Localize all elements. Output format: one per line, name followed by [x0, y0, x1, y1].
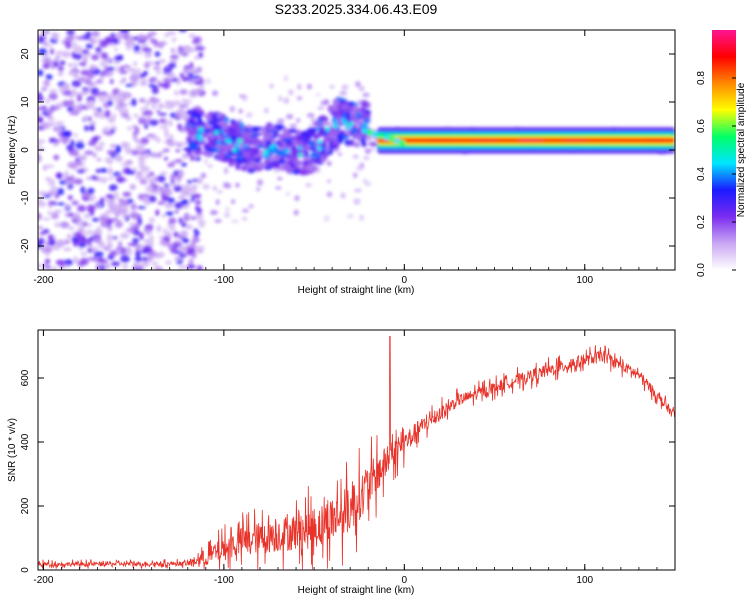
spectrogram-x-tick-label: -200 — [33, 275, 53, 286]
snr-y-tick-label: 600 — [20, 369, 31, 386]
spectrogram-y-tick-label: 20 — [20, 48, 31, 60]
colorbar-ticks: 0.0 0.2 0.4 0.6 0.8 — [696, 71, 736, 277]
spectrogram-x-ticks: -200 -100 0 100 — [33, 30, 676, 286]
colorbar-tick-label: 0.8 — [696, 71, 707, 85]
spectrogram-y-tick-label: -10 — [20, 190, 31, 205]
snr-x-tick-label: 0 — [402, 575, 408, 586]
snr-x-label: Height of straight line (km) — [298, 585, 415, 596]
spectrogram-x-tick-label: 100 — [576, 275, 593, 286]
spectrogram-x-tick-label: -100 — [214, 275, 234, 286]
snr-y-ticks: 0 200 400 600 — [20, 369, 675, 573]
spectrogram-y-label: Frequency (Hz) — [7, 116, 18, 185]
snr-y-tick-label: 400 — [20, 433, 31, 450]
spectrogram-y-tick-label: 10 — [20, 96, 31, 108]
snr-series-line — [38, 335, 675, 570]
colorbar-gradient — [712, 30, 736, 270]
spectrogram-x-label: Height of straight line (km) — [298, 285, 415, 296]
spectrogram-image — [38, 30, 675, 270]
snr-y-tick-label: 0 — [20, 567, 31, 573]
snr-frame — [37, 329, 676, 571]
snr-y-tick-label: 200 — [20, 497, 31, 514]
colorbar-tick-label: 0.4 — [696, 167, 707, 181]
colorbar-tick-label: 0.6 — [696, 119, 707, 133]
colorbar-label: Normalized spectral amplitude — [736, 82, 747, 217]
figure-title: S233.2025.334.06.43.E09 — [275, 1, 438, 17]
snr-x-tick-label: 100 — [576, 575, 593, 586]
snr-x-ticks: -200 -100 0 100 — [33, 330, 676, 586]
colorbar-tick-label: 0.0 — [696, 263, 707, 277]
snr-x-tick-label: -200 — [33, 575, 53, 586]
snr-panel: -200 -100 0 100 0 200 400 600 Height of straig… — [7, 329, 676, 596]
spectrogram-x-tick-label: 0 — [402, 275, 408, 286]
colorbar: 0.0 0.2 0.4 0.6 0.8 Normalized spectral ampl… — [696, 30, 747, 277]
spectrogram-y-tick-label: 0 — [20, 147, 31, 153]
spectrogram-y-ticks: -20 -10 0 10 20 — [20, 48, 675, 253]
snr-x-tick-label: -100 — [214, 575, 234, 586]
snr-y-label: SNR (10 * v/v) — [7, 418, 18, 482]
colorbar-tick-label: 0.2 — [696, 215, 707, 229]
spectrogram-y-tick-label: -20 — [20, 238, 31, 253]
